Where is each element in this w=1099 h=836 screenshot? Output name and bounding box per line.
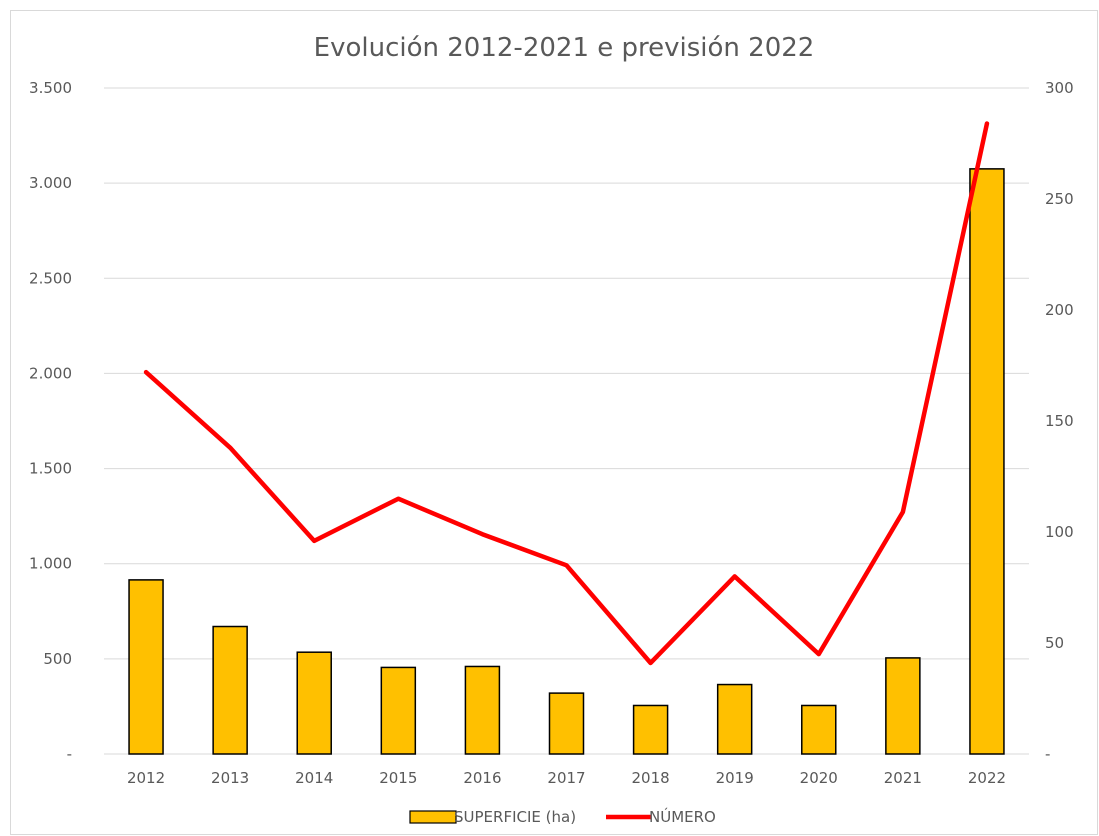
y-left-tick-label: - <box>67 745 72 763</box>
y-right-tick-label: 200 <box>1045 301 1074 319</box>
y-left-tick-label: 3.000 <box>29 174 72 192</box>
bar <box>464 665 501 755</box>
legend: SUPERFICIE (ha) NÚMERO <box>409 807 716 826</box>
bar <box>380 666 417 755</box>
x-tick-label: 2013 <box>211 769 249 787</box>
y-right-tick-label: 150 <box>1045 412 1074 430</box>
y-right-tick-label: - <box>1045 745 1050 763</box>
y-left-tick-label: 2.500 <box>29 269 72 287</box>
y-left-tick-label: 500 <box>43 650 72 668</box>
bar <box>632 704 669 755</box>
y-right-tick-label: 100 <box>1045 523 1074 541</box>
combo-chart: Evolución 2012-2021 e previsión 2022 - 50… <box>29 33 1074 826</box>
legend-label: SUPERFICIE (ha) <box>454 808 576 826</box>
x-tick-label: 2020 <box>800 769 838 787</box>
chart-title: Evolución 2012-2021 e previsión 2022 <box>314 33 815 63</box>
x-tick-label: 2019 <box>716 769 754 787</box>
legend-swatch-bar <box>409 810 457 824</box>
x-tick-label: 2022 <box>968 769 1006 787</box>
y-axis-right: - 50 100 150 200 250 300 <box>1045 79 1074 763</box>
x-tick-label: 2012 <box>127 769 165 787</box>
y-left-tick-label: 2.000 <box>29 364 72 382</box>
y-left-tick-label: 1.500 <box>29 460 72 478</box>
x-tick-label: 2018 <box>631 769 669 787</box>
y-right-tick-label: 300 <box>1045 79 1074 97</box>
y-right-tick-label: 250 <box>1045 190 1074 208</box>
line-series <box>143 121 990 666</box>
bar <box>212 625 248 755</box>
y-left-tick-label: 1.000 <box>29 555 72 573</box>
bar <box>801 704 837 755</box>
series-line <box>143 121 990 666</box>
y-axis-left: - 500 1.000 1.500 2.000 2.500 3.000 3.500 <box>29 79 72 763</box>
chart-frame: Evolución 2012-2021 e previsión 2022 - 50… <box>10 10 1098 835</box>
x-tick-label: 2015 <box>379 769 417 787</box>
legend-label: NÚMERO <box>649 807 716 826</box>
bar-series <box>128 168 1005 755</box>
bar <box>716 683 753 755</box>
bar <box>885 657 921 755</box>
x-tick-label: 2021 <box>884 769 922 787</box>
bar <box>969 168 1005 755</box>
bar <box>296 651 332 755</box>
y-left-tick-label: 3.500 <box>29 79 72 97</box>
x-tick-label: 2014 <box>295 769 333 787</box>
x-axis: 2012 2013 2014 2015 2016 2017 2018 2019 2020 2021… <box>127 769 1006 787</box>
y-right-tick-label: 50 <box>1045 634 1064 652</box>
x-tick-label: 2017 <box>547 769 585 787</box>
bar <box>548 692 585 755</box>
x-tick-label: 2016 <box>463 769 501 787</box>
bar <box>128 579 164 755</box>
